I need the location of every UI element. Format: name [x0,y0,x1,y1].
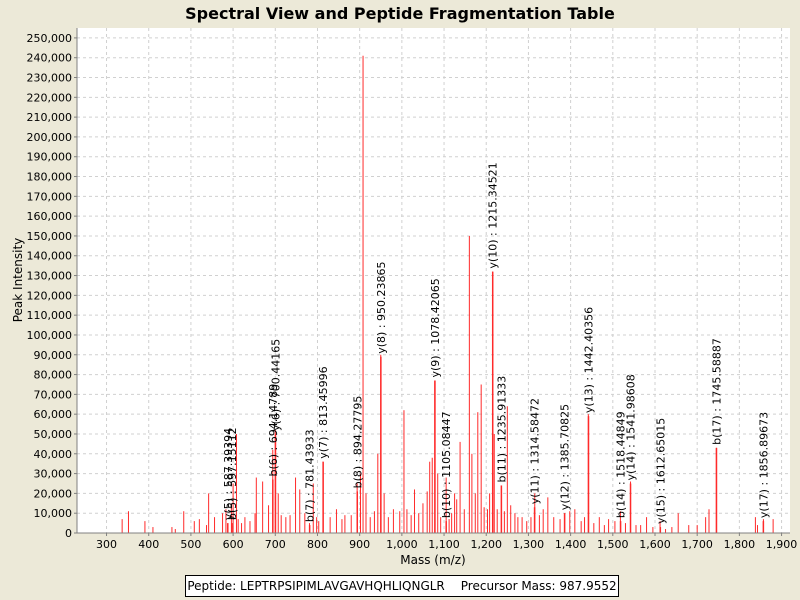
legend-box: Peptide: LEPTRPSIPIMLAVGAVHQHLIQNGLR Pre… [185,575,619,597]
axes [76,28,790,534]
y-tick-label: 50,000 [34,428,73,441]
y-tick-label: 90,000 [34,349,73,362]
fragment-label: y(9) : 1078.42065 [429,278,442,377]
y-tick-label: 20,000 [34,487,73,500]
x-tick-label: 700 [265,538,286,551]
plot-area [77,28,790,533]
fragment-label: y(17) : 1856.89673 [757,412,770,518]
fragment-label: y(13) : 1442.40356 [583,307,596,413]
x-tick-label: 300 [96,538,117,551]
x-tick-label: 1,500 [597,538,629,551]
fragment-label: y(5) : 587.39394 [222,428,235,520]
fragment-label: b(5) : 597.15112 [226,427,239,520]
y-tick-label: 0 [65,527,72,540]
y-tick-label: 200,000 [27,131,73,144]
x-tick-label: 1,600 [639,538,671,551]
x-tick-label: 800 [307,538,328,551]
x-tick-label: 1,800 [724,538,756,551]
x-tick-label: 600 [223,538,244,551]
grid [77,28,790,534]
x-axis-label: Mass (m/z) [400,553,465,567]
y-tick-label: 120,000 [27,289,73,302]
peaks [121,55,774,533]
y-tick-label: 80,000 [34,369,73,382]
y-tick-label: 10,000 [34,507,73,520]
y-tick-label: 190,000 [27,151,73,164]
y-tick-label: 40,000 [34,448,73,461]
x-tick-label: 1,900 [766,538,798,551]
fragment-label: y(8) : 950.23865 [375,261,388,353]
y-tick-label: 130,000 [27,270,73,283]
y-tick-label: 160,000 [27,210,73,223]
x-tick-label: 400 [138,538,159,551]
y-tick-label: 220,000 [27,91,73,104]
fragment-label: b(14) : 1518.44849 [615,411,628,518]
y-tick-label: 140,000 [27,250,73,263]
x-tick-label: 1,200 [470,538,502,551]
y-tick-label: 110,000 [27,309,73,322]
y-tick-label: 180,000 [27,171,73,184]
x-tick-label: 1,000 [386,538,418,551]
x-tick-label: 1,700 [681,538,713,551]
y-tick-label: 210,000 [27,111,73,124]
fragment-label: y(15) : 1612.65015 [654,418,667,524]
y-axis-label: Peak Intensity [11,238,25,323]
x-tick-label: 1,400 [555,538,587,551]
y-tick-label: 240,000 [27,52,73,65]
y-tick-label: 230,000 [27,72,73,85]
y-tick-label: 60,000 [34,408,73,421]
peptide-label: Peptide: LEPTRPSIPIMLAVGAVHQHLIQNGLR [187,579,445,593]
y-tick-label: 100,000 [27,329,73,342]
x-tick-label: 900 [349,538,370,551]
y-tick-label: 250,000 [27,32,73,45]
fragment-label: y(14) : 1541.98608 [625,374,638,480]
fragment-label: y(11) : 1314.58472 [529,398,542,504]
fragment-label: y(10) : 1215.34521 [487,162,500,268]
x-ticks: 300 400 500 600 700 800 900 1,000 1,100 1,200 1,30… [96,533,797,551]
y-tick-label: 30,000 [34,468,73,481]
y-tick-label: 150,000 [27,230,73,243]
fragment-label: b(11) : 1235.91333 [495,376,508,483]
fragment-label: y(7) : 813.45996 [317,366,330,458]
fragment-label: y(6) : 700.44165 [269,339,282,431]
fragment-label: b(6) : 694.14789 [267,384,280,477]
y-tick-label: 170,000 [27,190,73,203]
x-tick-label: 1,300 [513,538,545,551]
chart-title: Spectral View and Peptide Fragmentation … [185,4,615,23]
y-tick-label: 70,000 [34,388,73,401]
fragment-label: b(7) : 781.43933 [304,429,317,522]
y-ticks: 0 10,000 20,000 30,000 40,000 50,000 60,000 70,… [27,32,77,540]
x-tick-label: 500 [180,538,201,551]
fragment-label: b(17) : 1745.58887 [710,338,723,445]
fragment-label: b(10) : 1105.08447 [440,411,453,518]
x-tick-label: 1,100 [428,538,460,551]
precursor-mass-label: Precursor Mass: 987.9552 [460,579,617,593]
fragment-label: b(8) : 894.27795 [351,396,364,489]
fragment-label: y(12) : 1385.70825 [559,404,572,510]
